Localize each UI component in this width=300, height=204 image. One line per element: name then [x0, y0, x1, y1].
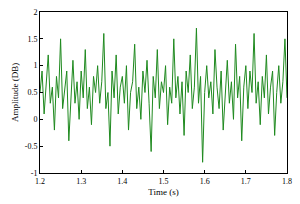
svg-text:Time (s): Time (s) [148, 187, 178, 197]
svg-text:Amplitude (DB): Amplitude (DB) [10, 63, 20, 122]
svg-text:1.6: 1.6 [200, 177, 210, 186]
svg-text:1.2: 1.2 [35, 177, 45, 186]
svg-text:1.7: 1.7 [241, 177, 251, 186]
svg-text:0.5: 0.5 [27, 88, 37, 97]
svg-text:-0.5: -0.5 [25, 142, 38, 151]
svg-text:1.8: 1.8 [282, 177, 292, 186]
svg-text:2: 2 [33, 8, 37, 17]
svg-text:1.5: 1.5 [27, 35, 37, 44]
svg-text:1.4: 1.4 [117, 177, 127, 186]
svg-text:-1: -1 [31, 169, 38, 178]
svg-text:1.3: 1.3 [76, 177, 86, 186]
svg-text:1.5: 1.5 [159, 177, 169, 186]
svg-text:0: 0 [33, 115, 37, 124]
svg-text:1: 1 [33, 61, 37, 70]
